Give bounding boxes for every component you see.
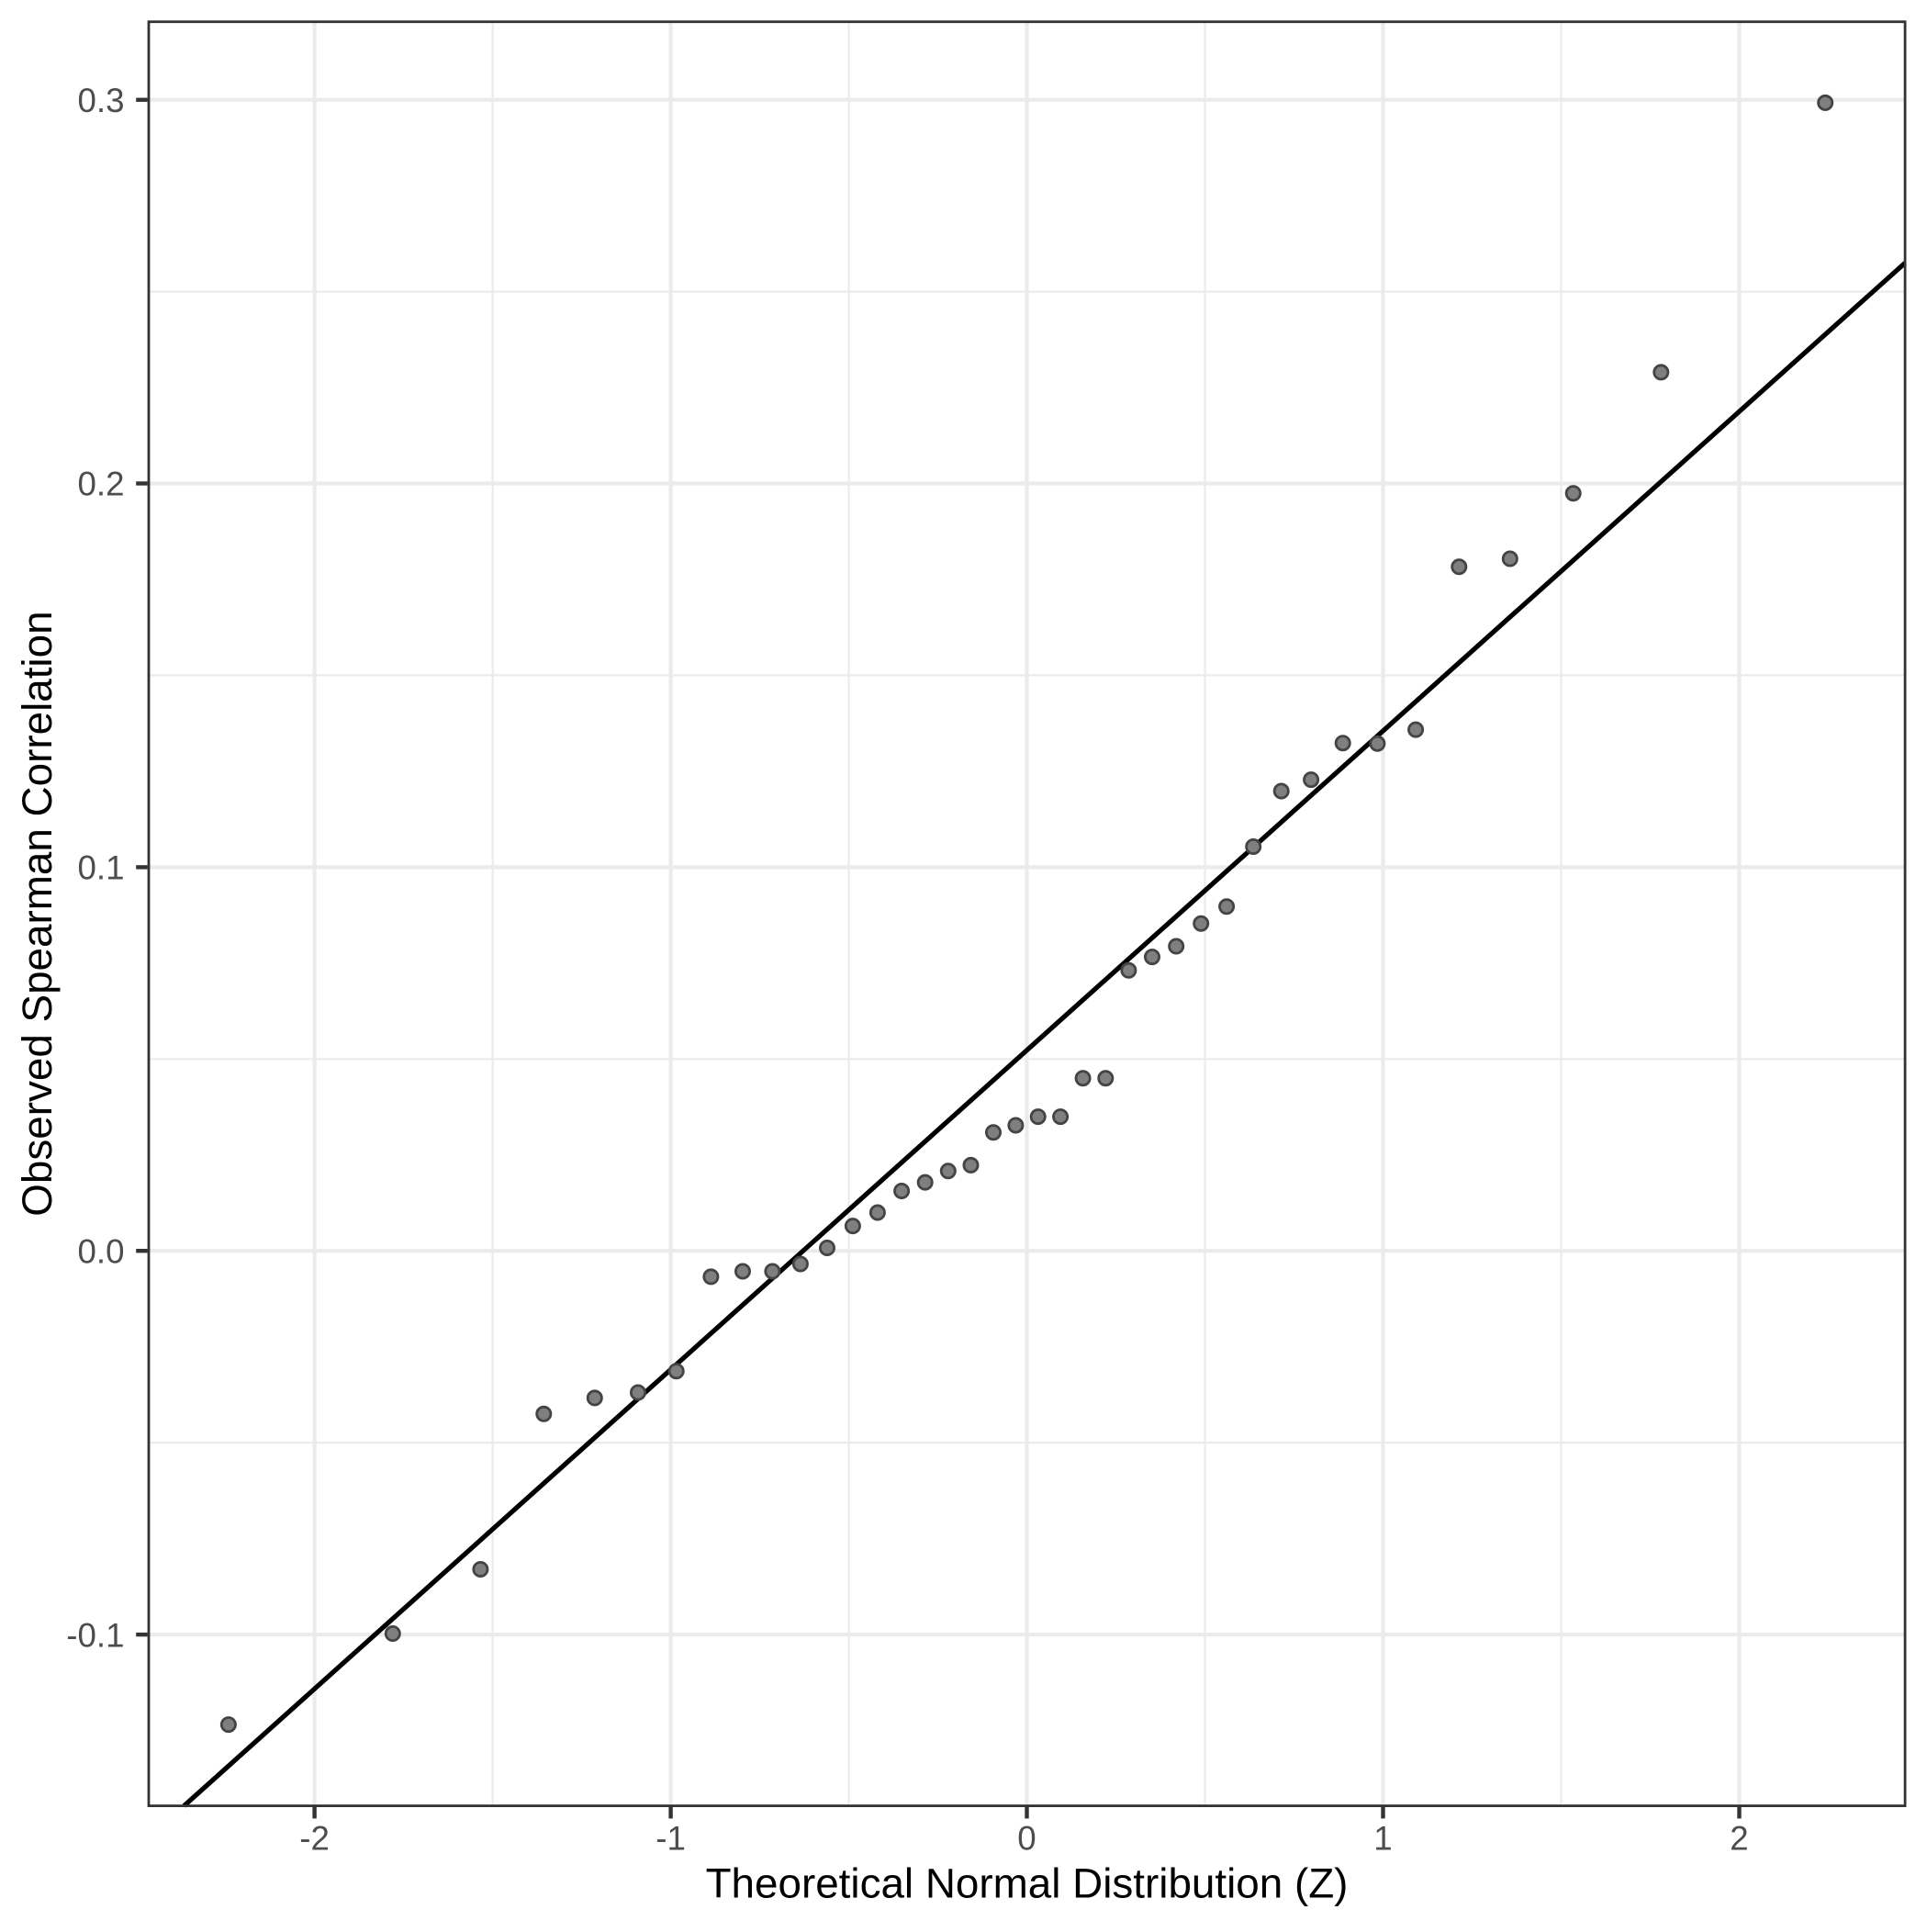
svg-text:-0.1: -0.1 [66,1616,124,1654]
svg-text:1: 1 [1373,1820,1392,1858]
svg-text:0.3: 0.3 [77,82,124,119]
svg-text:0.1: 0.1 [77,849,124,887]
svg-text:2: 2 [1730,1820,1748,1858]
svg-text:Observed Spearman Correlation: Observed Spearman Correlation [14,611,61,1216]
svg-text:Theoretical Normal Distributio: Theoretical Normal Distribution (Z) [706,1860,1349,1907]
svg-text:-1: -1 [655,1820,686,1858]
svg-text:0: 0 [1017,1820,1036,1858]
svg-text:-2: -2 [299,1820,330,1858]
svg-text:0.0: 0.0 [77,1232,124,1270]
svg-text:0.2: 0.2 [77,466,124,503]
